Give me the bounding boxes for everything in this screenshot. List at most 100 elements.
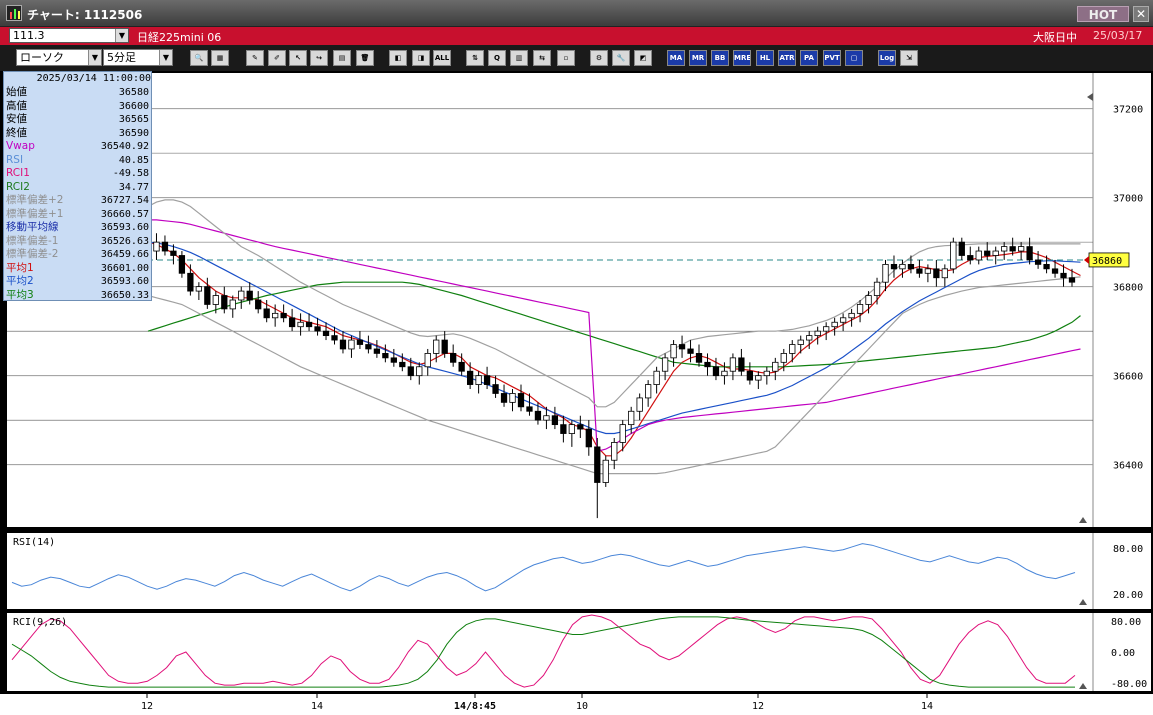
panel-row-value: 36601.00 (100, 262, 149, 274)
panel-row-value: 36727.54 (100, 195, 149, 206)
rci-tick-label: 80.00 (1111, 617, 1141, 628)
grid-icon[interactable]: ▦ (211, 50, 229, 66)
chevron-down-icon[interactable]: ▼ (159, 50, 172, 65)
chart-toolbar: ローソク ▼ 5分足 ▼ 🔍 ▦ ✎ ✐ ↖ ↪ ▤ 🗑 ◧ ◨ ALL ⇅ Q ▥ ⇆ ▫ ⚙ 🔧 ◩ MA MR BB… (0, 45, 1153, 71)
chevron-down-icon[interactable]: ▼ (115, 29, 128, 42)
candle (322, 330, 330, 337)
panel-row-value: 34.77 (118, 181, 149, 193)
chart-type-select[interactable]: ローソク ▼ (16, 49, 102, 66)
candle (797, 339, 804, 345)
settings-icon[interactable]: ⚙ (590, 50, 608, 66)
pen-icon[interactable]: ✎ (246, 50, 264, 66)
ma-indicator-icon[interactable]: MA (667, 50, 685, 66)
candle (670, 344, 677, 359)
trash-icon[interactable]: 🗑 (356, 50, 374, 66)
close-icon[interactable]: ✕ (1133, 6, 1149, 22)
search-chart-icon[interactable]: Q (488, 50, 506, 66)
candle (314, 326, 321, 332)
candle (475, 375, 482, 385)
candle (399, 361, 406, 368)
candle (500, 393, 508, 403)
candle (458, 361, 465, 372)
candle (424, 353, 431, 368)
panel-row-value: 36590 (118, 127, 149, 139)
chart-canvas[interactable]: 36400 36600 36800 37000 37200 36860 20.00 80.00… (0, 71, 1153, 715)
rci-scroll-icon (1079, 683, 1087, 689)
export-icon[interactable]: ⇲ (900, 50, 918, 66)
candle (178, 255, 186, 274)
panel-row: RCI1 -49.58 (6, 167, 151, 180)
panel-row: 平均1 36601.00 (6, 262, 151, 275)
candle (992, 250, 999, 256)
chevron-down-icon[interactable]: ▼ (88, 50, 101, 65)
bars-icon[interactable]: ▥ (510, 50, 528, 66)
price-panel-background (7, 73, 1151, 527)
candle (661, 357, 669, 372)
candle (1051, 268, 1059, 274)
symbol-select[interactable]: 111.3 ▼ (9, 28, 129, 43)
scale-icon[interactable]: ⇅ (466, 50, 484, 66)
candle (763, 370, 770, 377)
candle (755, 375, 762, 381)
candle (746, 370, 754, 381)
chart-area[interactable]: 36400 36600 36800 37000 37200 36860 20.00 80.00… (0, 71, 1153, 715)
brush-icon[interactable]: ✐ (268, 50, 286, 66)
candle (933, 268, 940, 279)
pvt-indicator-icon[interactable]: PVT (823, 50, 841, 66)
log-icon[interactable]: Log (878, 50, 896, 66)
candle (687, 348, 694, 354)
candle (153, 241, 160, 252)
candle-right-icon[interactable]: ◨ (412, 50, 430, 66)
notes-icon[interactable]: ▤ (333, 50, 351, 66)
all-icon[interactable]: ALL (433, 50, 451, 66)
panel-row-value: 36650.33 (100, 289, 149, 301)
candle (229, 299, 236, 310)
hot-button[interactable]: HOT (1077, 6, 1129, 22)
candle (814, 330, 821, 337)
candle (441, 339, 448, 354)
panel-row: 平均2 36593.60 (6, 275, 151, 288)
time-tick-label: 14 (311, 701, 323, 712)
time-tick-label: 12 (141, 701, 153, 712)
candle (594, 446, 601, 483)
mre-indicator-icon[interactable]: MRE (733, 50, 751, 66)
redo-icon[interactable]: ↪ (310, 50, 328, 66)
bb-indicator-icon[interactable]: BB (711, 50, 729, 66)
panel-row-label: 平均1 (6, 261, 34, 274)
candle (645, 384, 652, 399)
panel-datetime: 2025/03/14 11:00:00 (36, 73, 151, 84)
hl-indicator-icon[interactable]: HL (756, 50, 774, 66)
disabled-icon[interactable]: ▫ (557, 50, 575, 66)
candle (517, 393, 525, 408)
mr-indicator-icon[interactable]: MR (689, 50, 707, 66)
panel-row-value: -49.58 (112, 168, 149, 179)
compare-icon[interactable]: ⇆ (533, 50, 551, 66)
panel-row-label: 標準偏差-2 (6, 248, 59, 260)
panel-row: RSI 40.85 (6, 154, 151, 167)
candle (941, 268, 948, 279)
candle-left-icon[interactable]: ◧ (389, 50, 407, 66)
price-tick-label: 37000 (1113, 194, 1143, 205)
atr-indicator-icon[interactable]: ATR (778, 50, 796, 66)
candle (187, 272, 194, 292)
candle (212, 295, 219, 305)
candle (492, 384, 499, 394)
current-price-label: 36860 (1092, 256, 1122, 267)
palette-icon[interactable]: ◩ (634, 50, 652, 66)
window-icon[interactable]: ▢ (845, 50, 863, 66)
candle (534, 410, 542, 421)
time-axis-background (0, 694, 1153, 715)
candle (916, 268, 923, 274)
interval-select[interactable]: 5分足 ▼ (103, 49, 173, 66)
rsi-tick-label: 20.00 (1113, 590, 1143, 601)
zoom-icon[interactable]: 🔍 (190, 50, 208, 66)
candle (585, 428, 592, 448)
candle (848, 312, 855, 319)
panel-row: 標準偏差+2 36727.54 (6, 194, 151, 207)
panel-row-label: 標準偏差+2 (6, 194, 64, 206)
candle (466, 370, 474, 385)
pa-indicator-icon[interactable]: PA (800, 50, 818, 66)
wrench-icon[interactable]: 🔧 (612, 50, 630, 66)
cursor-icon[interactable]: ↖ (289, 50, 307, 66)
candle (204, 286, 211, 305)
